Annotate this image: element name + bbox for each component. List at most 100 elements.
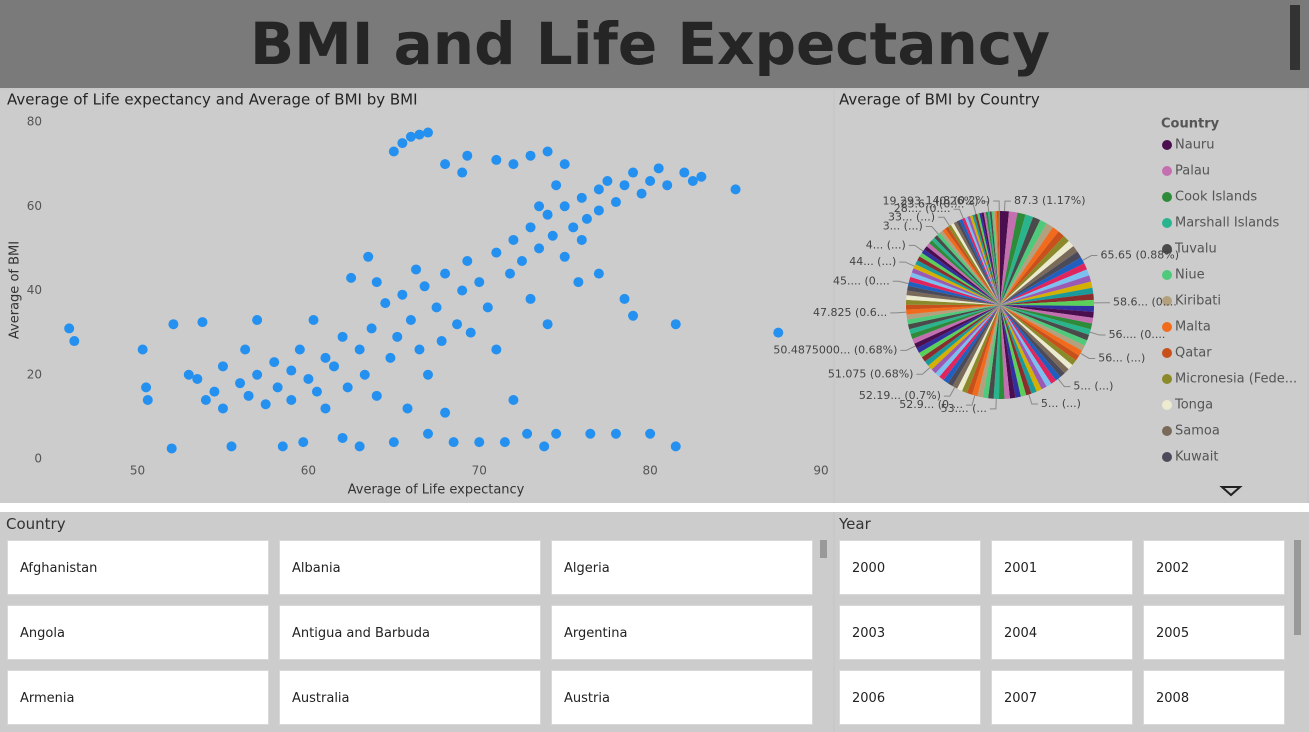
pie-slice bbox=[1000, 227, 1059, 305]
pie-slice bbox=[942, 228, 1000, 305]
y-tick-label: 0 bbox=[34, 452, 42, 466]
scatter-point bbox=[457, 285, 468, 296]
slicer-item[interactable]: Antigua and Barbuda bbox=[279, 605, 541, 660]
scatter-point bbox=[414, 129, 425, 140]
scatter-point bbox=[505, 268, 516, 279]
pie-slice bbox=[1000, 305, 1083, 356]
scatter-point bbox=[602, 175, 613, 186]
slicer-item[interactable]: Afghanistan bbox=[7, 540, 269, 595]
slicer-item[interactable]: Angola bbox=[7, 605, 269, 660]
slicer-item[interactable]: 2004 bbox=[991, 605, 1133, 660]
scatter-point bbox=[551, 180, 562, 191]
scatter-point bbox=[286, 365, 297, 376]
pie-slice bbox=[1000, 305, 1093, 330]
pie-slice bbox=[907, 285, 1000, 305]
scatter-point bbox=[414, 344, 425, 355]
pie-slice bbox=[983, 212, 1000, 305]
pie-slice bbox=[919, 252, 1000, 305]
pie-slice bbox=[931, 237, 1000, 305]
pie-slice bbox=[1000, 305, 1065, 378]
leader-line bbox=[899, 261, 915, 267]
pie-slice bbox=[1000, 305, 1085, 351]
scatter-point bbox=[411, 264, 422, 275]
scatter-point bbox=[142, 395, 153, 406]
pie-slice bbox=[953, 221, 1000, 305]
slicer-item[interactable]: Argentina bbox=[551, 605, 813, 660]
pie-slice bbox=[956, 220, 1000, 305]
pie-slice bbox=[924, 246, 1000, 305]
leader-line bbox=[1057, 378, 1071, 388]
slicer-item[interactable]: 2003 bbox=[839, 605, 981, 660]
data-label: 5... (...) bbox=[1041, 397, 1081, 410]
scatter-point bbox=[371, 390, 382, 401]
scatter-point bbox=[508, 395, 519, 406]
pie-slice bbox=[939, 305, 1000, 381]
pie-slice bbox=[957, 305, 1000, 391]
slicer-item[interactable]: Australia bbox=[279, 670, 541, 725]
scatter-point bbox=[320, 403, 331, 414]
pie-slice bbox=[910, 305, 1000, 339]
pie-slice bbox=[1000, 211, 1018, 305]
slicer-item[interactable]: 2000 bbox=[839, 540, 981, 595]
slicer-item[interactable]: Algeria bbox=[551, 540, 813, 595]
pie-slice bbox=[911, 268, 1000, 305]
data-label: 44... (...) bbox=[849, 255, 896, 268]
data-label: 45.... (0.... bbox=[833, 274, 890, 287]
slicer-item[interactable]: 2008 bbox=[1143, 670, 1285, 725]
slicer-scrollbar[interactable] bbox=[820, 540, 827, 558]
pie-slice bbox=[947, 305, 1000, 387]
scatter-point bbox=[542, 209, 553, 220]
scatter-point bbox=[308, 314, 319, 325]
pie-slice bbox=[1000, 246, 1078, 305]
scatter-point bbox=[559, 159, 570, 170]
slicer-item[interactable]: 2005 bbox=[1143, 605, 1285, 660]
slicer-item[interactable]: Armenia bbox=[7, 670, 269, 725]
pie-slice bbox=[967, 215, 1000, 305]
scatter-point bbox=[337, 331, 348, 342]
scatter-point bbox=[366, 323, 377, 334]
scatter-point bbox=[320, 352, 331, 363]
scatter-point bbox=[363, 251, 374, 262]
pie-slice bbox=[1000, 305, 1056, 384]
pie-slice bbox=[939, 230, 1000, 305]
pie-slice bbox=[915, 260, 1000, 305]
slicer-item[interactable]: 2001 bbox=[991, 540, 1133, 595]
more-icon[interactable] bbox=[1219, 486, 1243, 497]
report-canvas: BMI and Life Expectancy Average of Life … bbox=[0, 0, 1309, 512]
pie-slice bbox=[1000, 305, 1069, 374]
pie-slice bbox=[959, 219, 1000, 305]
scatter-point bbox=[491, 154, 502, 165]
scatter-point bbox=[679, 167, 690, 178]
slicer-scrollbar[interactable] bbox=[1294, 540, 1301, 635]
pie-slice bbox=[921, 305, 1000, 362]
scatter-point bbox=[388, 146, 399, 157]
pie-slice bbox=[1000, 212, 1026, 305]
slicer-item[interactable]: 2002 bbox=[1143, 540, 1285, 595]
scatter-point bbox=[440, 268, 451, 279]
scatter-point bbox=[69, 336, 80, 347]
x-axis-label: Average of Life expectancy bbox=[348, 483, 525, 498]
scatter-point bbox=[452, 319, 463, 330]
scatter-point bbox=[252, 369, 263, 380]
pie-slice bbox=[977, 213, 1000, 305]
legend-label: Marshall Islands bbox=[1175, 216, 1280, 231]
scatter-point bbox=[269, 357, 280, 368]
legend-swatch bbox=[1162, 452, 1172, 462]
scatter-point bbox=[342, 382, 353, 393]
scatter-point bbox=[499, 437, 510, 448]
pie-slice bbox=[1000, 211, 1009, 305]
data-label: 33... (...) bbox=[888, 210, 935, 223]
y-tick-label: 80 bbox=[27, 115, 42, 129]
scatter-point bbox=[730, 184, 741, 195]
data-label: 53.... (... bbox=[941, 402, 987, 415]
slicer-item[interactable]: 2007 bbox=[991, 670, 1133, 725]
pie-slice bbox=[919, 305, 1000, 358]
slicer-item[interactable]: Austria bbox=[551, 670, 813, 725]
scatter-point bbox=[200, 395, 211, 406]
leader-line bbox=[1003, 200, 1011, 212]
legend-label: Malta bbox=[1175, 320, 1211, 335]
scatter-point bbox=[491, 247, 502, 258]
slicer-item[interactable]: 2006 bbox=[839, 670, 981, 725]
slicer-item[interactable]: Albania bbox=[279, 540, 541, 595]
legend-label: Nauru bbox=[1175, 138, 1215, 153]
